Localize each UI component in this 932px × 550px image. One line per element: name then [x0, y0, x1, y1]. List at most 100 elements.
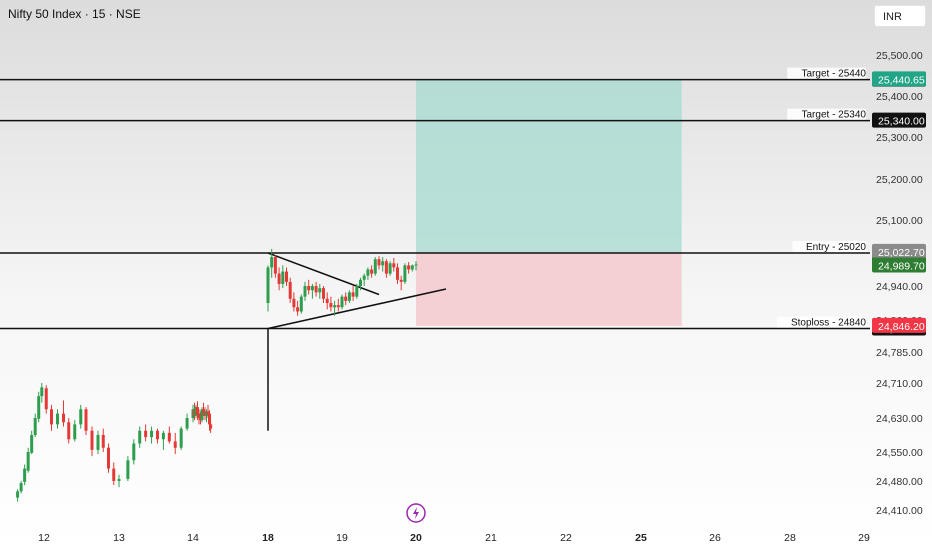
candle-body [206, 411, 210, 414]
candle-body [351, 292, 355, 297]
y-tick-label: 25,100.00 [876, 215, 923, 227]
price-tag-text: 25,440.65 [878, 74, 925, 86]
candle-body [155, 430, 159, 440]
candle-body [396, 267, 399, 280]
candle-body [273, 257, 277, 274]
candle-body [50, 409, 53, 425]
level-price-tag-text: 25,340.00 [878, 116, 925, 128]
candle-body [90, 430, 94, 450]
price-tag-text: 24,989.70 [878, 260, 925, 272]
candle-body [299, 296, 303, 312]
x-tick-label: 18 [262, 532, 274, 544]
candle-body [377, 259, 381, 266]
candle-body [200, 409, 204, 421]
y-tick-label: 24,630.00 [876, 413, 923, 425]
candle-body [388, 263, 392, 274]
x-tick-label: 28 [784, 532, 796, 544]
candle-body [185, 418, 189, 429]
candle-body [270, 257, 274, 268]
candle-body [370, 269, 374, 274]
candle-body [208, 413, 211, 425]
candle-body [37, 396, 41, 419]
candle-body [285, 271, 288, 282]
candle-body [117, 478, 121, 481]
candle-body [307, 286, 311, 291]
price-tag-text: 25,022.70 [878, 247, 925, 259]
candle-body [399, 279, 403, 282]
x-tick-label: 25 [635, 532, 647, 544]
y-tick-label: 25,500.00 [876, 50, 923, 62]
candle-body [167, 432, 171, 442]
candle-body [107, 447, 110, 469]
candle-body [384, 261, 388, 274]
level-label-bg [792, 241, 866, 252]
candle-body [112, 468, 116, 481]
x-tick-label: 22 [560, 532, 572, 544]
y-tick-label: 24,410.00 [876, 505, 923, 517]
y-tick-label: 25,300.00 [876, 132, 923, 144]
candle-body [347, 292, 351, 301]
candle-body [202, 409, 205, 412]
candle-body [407, 265, 411, 270]
candle-body [30, 435, 34, 453]
x-tick-label: 13 [113, 532, 125, 544]
candle-body [329, 303, 333, 308]
candle-body [344, 296, 348, 301]
candle-body [392, 263, 396, 268]
candle-body [333, 305, 337, 308]
level-label: Stoploss - 24840 [791, 318, 866, 329]
candle-body [73, 424, 77, 440]
candle-body [414, 264, 418, 266]
candle-body [303, 286, 307, 297]
profit-zone [416, 79, 682, 253]
y-tick-label: 24,785.00 [876, 347, 923, 359]
candle-body [366, 269, 370, 276]
candle-body [161, 432, 165, 440]
candle-body [40, 387, 44, 397]
candle-body [310, 286, 314, 291]
symbol-title: Nifty 50 Index · 15 · NSE [8, 7, 141, 21]
candle-body [277, 273, 281, 284]
y-tick-label: 24,480.00 [876, 476, 923, 488]
candle-body [281, 271, 285, 284]
candle-body [179, 428, 183, 448]
price-tag-text: 24,846.20 [878, 321, 925, 333]
candle-body [266, 267, 270, 303]
candle-body [23, 468, 27, 482]
pattern-lower-line [267, 288, 447, 330]
x-tick-label: 20 [410, 532, 422, 544]
candle-body [314, 286, 318, 293]
candle-body [318, 288, 322, 293]
level-label: Target - 25440 [802, 69, 867, 80]
candle-body [79, 409, 83, 425]
y-tick-label: 24,940.00 [876, 281, 923, 293]
y-tick-label: 25,200.00 [876, 174, 923, 186]
price-tag [872, 243, 926, 259]
currency-selector[interactable]: INR [874, 5, 926, 27]
y-tick-label: 24,710.00 [876, 378, 923, 390]
loss-zone [416, 253, 682, 326]
price-tag [872, 71, 926, 87]
candle-body [150, 430, 154, 438]
candle-body [296, 307, 300, 312]
x-tick-label: 21 [485, 532, 497, 544]
candle-body [209, 424, 213, 429]
candle-body [26, 452, 30, 471]
y-tick-label: 24,550.00 [876, 447, 923, 459]
x-tick-label: 19 [336, 532, 348, 544]
candle-body [44, 388, 48, 410]
x-tick-label: 12 [38, 532, 50, 544]
candle-body [67, 422, 71, 440]
y-tick-label: 25,400.00 [876, 91, 923, 103]
x-tick-label: 14 [187, 532, 199, 544]
candle-body [126, 460, 130, 479]
candle-body [340, 296, 344, 308]
price-tag [872, 317, 926, 333]
x-tick-label: 29 [858, 532, 870, 544]
candle-body [362, 275, 366, 280]
candle-body [197, 413, 201, 418]
candle-body [322, 288, 325, 299]
level-label-bg [776, 316, 866, 328]
